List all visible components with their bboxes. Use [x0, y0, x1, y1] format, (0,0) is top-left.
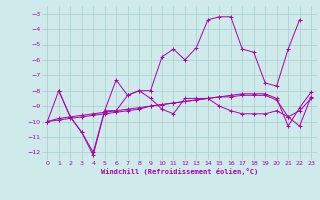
X-axis label: Windchill (Refroidissement éolien,°C): Windchill (Refroidissement éolien,°C) — [100, 168, 258, 175]
